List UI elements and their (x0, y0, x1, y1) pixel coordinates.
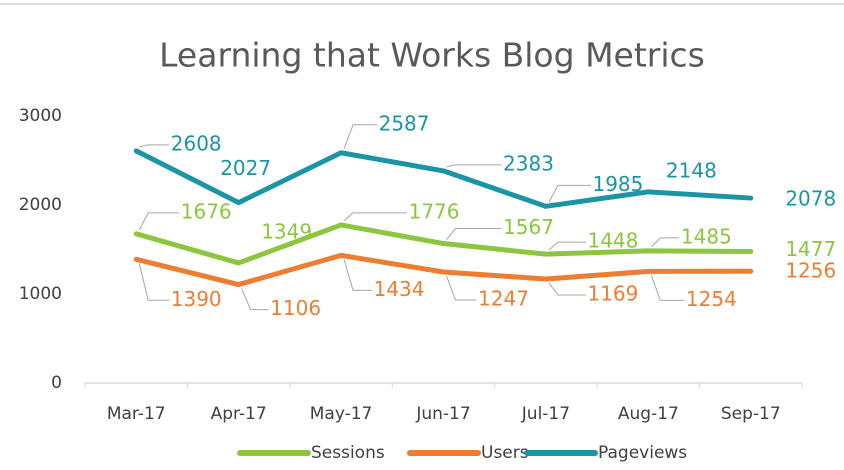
data-label: 1567 (503, 215, 554, 239)
leader-line (651, 237, 680, 248)
leader-line (446, 275, 477, 301)
data-label: 1256 (785, 259, 836, 283)
data-label: 2078 (785, 187, 836, 211)
x-tick-label: Aug-17 (618, 404, 679, 424)
x-tick-label: May-17 (310, 404, 373, 424)
chart-title: Learning that Works Blog Metrics (159, 36, 705, 75)
data-label: 1776 (409, 199, 460, 223)
leader-line (241, 288, 269, 311)
leader-line (139, 144, 170, 148)
data-label: 2027 (220, 156, 271, 180)
x-tick-label: Sep-17 (721, 404, 781, 424)
data-label: 1390 (171, 287, 222, 311)
legend-label: Pageviews (598, 443, 687, 463)
data-label: 2587 (379, 111, 430, 135)
series-line (133, 148, 754, 209)
x-tick-label: Jun-17 (415, 404, 470, 424)
legend-label: Users (481, 443, 529, 463)
leader-line (343, 212, 408, 222)
y-tick-label: 3000 (19, 106, 62, 126)
leader-line (343, 259, 373, 291)
x-tick-label: Jul-17 (521, 404, 570, 424)
data-label: 2383 (503, 151, 554, 175)
data-label: 1676 (181, 199, 232, 223)
y-tick-label: 1000 (19, 284, 62, 304)
series-line (133, 222, 754, 266)
legend-label: Sessions (311, 443, 385, 463)
data-label: 1477 (785, 237, 836, 261)
data-label: 1448 (587, 229, 638, 253)
y-tick-label: 2000 (19, 195, 62, 215)
leader-line (446, 228, 502, 240)
leader-line (138, 263, 170, 301)
data-label: 1434 (374, 277, 425, 301)
leader-line (548, 184, 591, 203)
data-label: 1349 (261, 219, 312, 243)
leader-line (343, 124, 378, 149)
leader-line (446, 164, 502, 168)
series-line (133, 252, 754, 288)
y-tick-label: 0 (51, 373, 62, 393)
data-label: 1169 (587, 281, 638, 305)
leader-line (548, 241, 586, 251)
leader-line (650, 275, 685, 301)
data-label: 1106 (270, 296, 321, 320)
data-label: 2608 (171, 131, 222, 155)
leader-line (138, 212, 180, 231)
x-tick-label: Apr-17 (211, 404, 267, 424)
leader-line (548, 282, 586, 296)
data-label: 2148 (666, 158, 717, 182)
data-label: 1254 (686, 287, 737, 311)
data-label: 1485 (681, 224, 732, 248)
x-tick-label: Mar-17 (107, 404, 166, 424)
data-label: 1247 (478, 287, 529, 311)
data-label: 1985 (592, 172, 643, 196)
